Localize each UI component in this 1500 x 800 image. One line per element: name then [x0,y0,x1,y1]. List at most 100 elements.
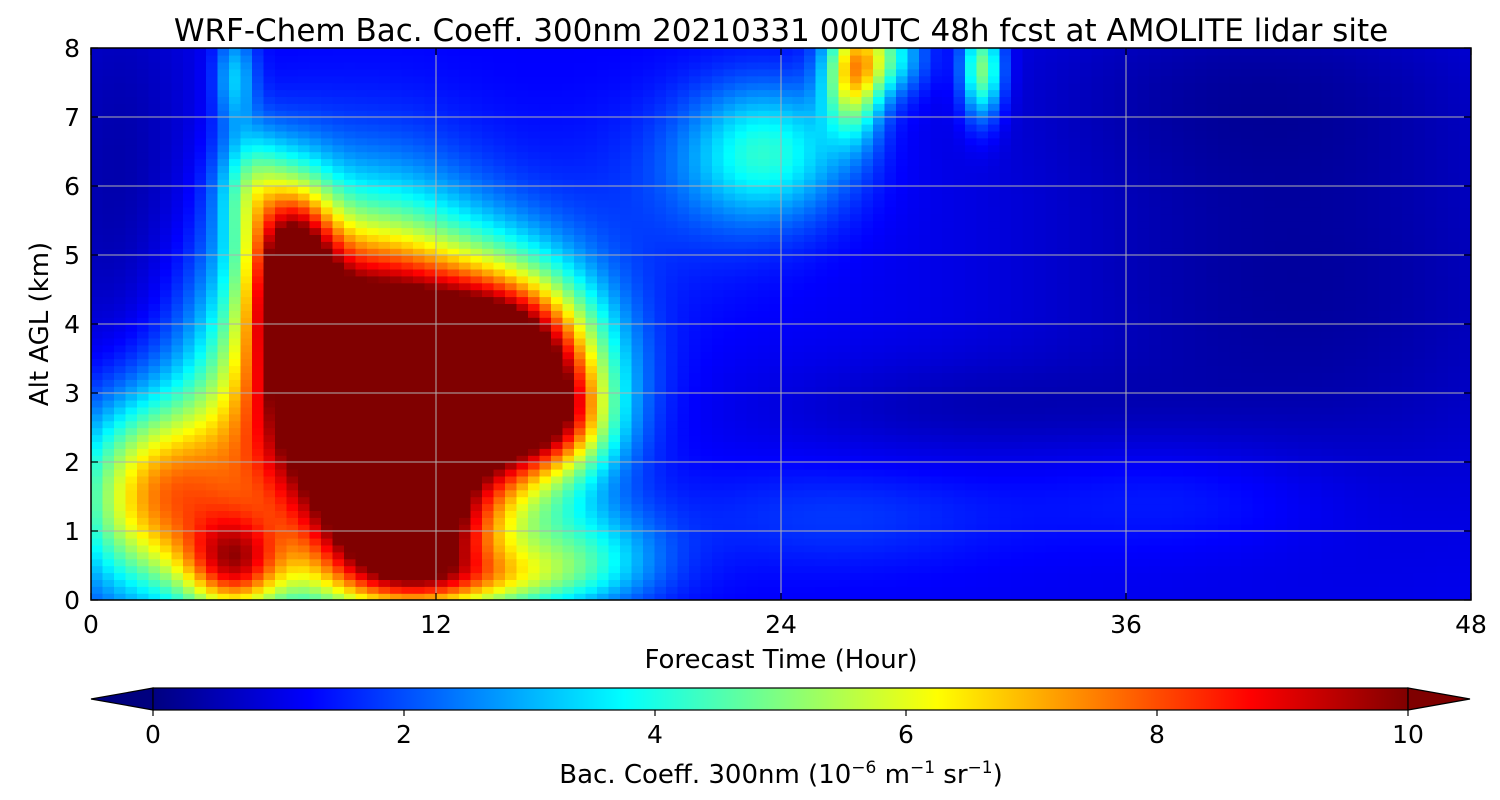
heatmap-cell [470,386,483,394]
heatmap-cell [574,324,587,332]
heatmap-cell [91,89,104,97]
heatmap-cell [390,441,403,449]
heatmap-cell [712,462,725,470]
heatmap-cell [160,482,173,491]
heatmap-cell [91,179,104,187]
heatmap-cell [390,468,403,477]
heatmap-cell [344,289,357,298]
heatmap-cell [401,420,414,429]
heatmap-cell [700,227,713,235]
heatmap-cell [344,372,357,380]
heatmap-cell [574,537,587,546]
heatmap-cell [91,420,104,429]
heatmap-cell [390,289,403,298]
heatmap-cell [252,179,265,187]
heatmap-cell [723,565,736,574]
heatmap-cell [459,413,472,422]
heatmap-cell [401,379,414,387]
heatmap-cell [424,544,437,553]
heatmap-cell [516,96,529,104]
heatmap-cell [746,358,759,367]
heatmap-cell [125,551,138,560]
heatmap-cell [401,54,414,63]
heatmap-cell [217,103,230,111]
heatmap-cell [286,310,299,318]
heatmap-cell [332,151,345,160]
heatmap-cell [459,137,472,146]
heatmap-cell [666,130,679,139]
heatmap-cell [401,303,414,311]
heatmap-cell [332,524,345,532]
heatmap-cell [482,531,495,539]
heatmap-cell [148,330,161,339]
heatmap-cell [505,310,518,318]
heatmap-cell [436,324,449,332]
heatmap-cell [229,303,242,311]
heatmap-cell [206,89,219,97]
heatmap-cell [746,475,759,484]
heatmap-cell [597,524,610,532]
heatmap-cell [781,386,794,394]
heatmap-cell [263,496,276,505]
heatmap-cell [689,462,702,470]
heatmap-cell [758,344,771,353]
heatmap-cell [321,537,334,546]
heatmap-cell [482,455,495,463]
heatmap-cell [643,531,656,539]
heatmap-cell [574,130,587,139]
heatmap-cell [390,310,403,318]
heatmap-cell [574,448,587,456]
heatmap-cell [493,510,506,518]
heatmap-cell [229,386,242,394]
heatmap-cell [137,441,150,449]
heatmap-cell [689,531,702,539]
heatmap-cell [562,213,575,222]
heatmap-cell [355,468,368,477]
heatmap-cell [677,48,690,56]
heatmap-cell [447,475,460,484]
heatmap-cell [562,282,575,291]
heatmap-cell [666,227,679,235]
heatmap-cell [712,137,725,146]
heatmap-cell [367,165,380,173]
heatmap-cell [424,96,437,104]
heatmap-cell [620,558,633,567]
heatmap-cell [516,144,529,153]
heatmap-cell [217,96,230,104]
heatmap-cell [171,255,184,263]
heatmap-cell [631,165,644,173]
heatmap-cell [620,379,633,387]
heatmap-cell [620,158,633,166]
heatmap-cell [758,524,771,532]
heatmap-cell [309,510,322,518]
heatmap-cell [137,255,150,263]
heatmap-cell [401,144,414,153]
heatmap-cell [206,275,219,284]
heatmap-cell [332,572,345,580]
heatmap-cell [551,255,564,263]
heatmap-cell [217,427,230,436]
heatmap-cell [643,386,656,394]
heatmap-cell [608,579,621,587]
heatmap-cell [758,434,771,442]
heatmap-cell [597,248,610,256]
heatmap-cell [585,379,598,387]
heatmap-cell [148,496,161,505]
heatmap-cell [332,448,345,456]
heatmap-cell [528,489,541,498]
heatmap-cell [286,503,299,511]
heatmap-cell [102,406,115,415]
heatmap-cell [516,275,529,284]
heatmap-cell [562,531,575,539]
heatmap-cell [735,248,748,256]
heatmap-cell [585,565,598,574]
heatmap-cell [436,503,449,511]
heatmap-cell [620,537,633,546]
heatmap-cell [792,524,805,532]
heatmap-cell [424,186,437,194]
heatmap-cell [401,330,414,339]
heatmap-cell [482,165,495,173]
heatmap-cell [413,496,426,505]
heatmap-cell [712,151,725,160]
heatmap-cell [436,579,449,587]
